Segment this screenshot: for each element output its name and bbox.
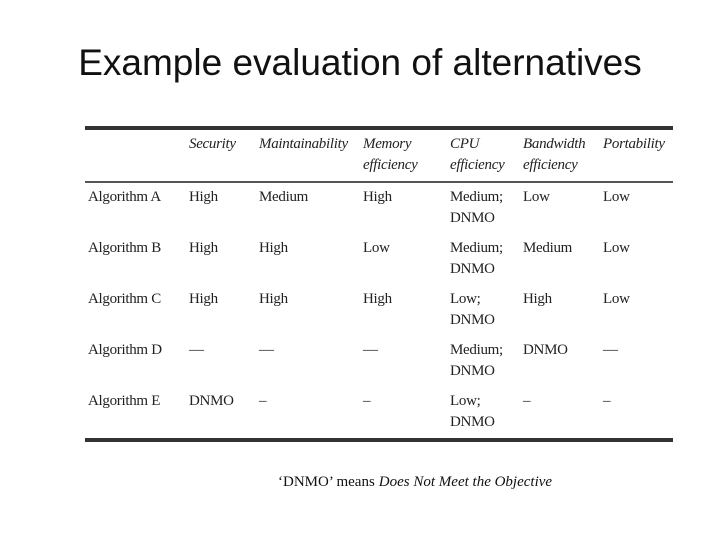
row-name: Algorithm B — [88, 240, 161, 256]
footnote-emphasis: Does Not Meet the Objective — [378, 474, 553, 490]
table-cell: High — [259, 240, 288, 256]
row-name: Algorithm C — [88, 291, 161, 307]
table-cell: — — [603, 342, 618, 358]
table-row: Algorithm E DNMO – – Low; DNMO – – — [85, 387, 673, 440]
column-header: CPU efficiency — [450, 136, 505, 173]
row-name: Algorithm A — [88, 189, 161, 205]
table-cell: Medium — [523, 240, 573, 256]
table-cell: – — [363, 393, 371, 409]
row-name: Algorithm E — [88, 393, 161, 409]
table-cell: – — [603, 393, 611, 409]
table-cell: High — [189, 291, 218, 307]
table-cell: – — [259, 393, 267, 409]
column-header: Maintainability — [259, 136, 348, 152]
table-cell: Medium — [259, 189, 309, 205]
table-cell: Low — [603, 189, 630, 205]
column-header: Memory efficiency — [363, 136, 418, 173]
header-row: Security Maintainability Memory efficiency… — [85, 128, 673, 182]
table-row: Algorithm B High High Low Medium; DNMO Medium… — [85, 234, 673, 285]
table-row: Algorithm C High High High Low; DNMO High Low — [85, 285, 673, 336]
table-cell: Low — [523, 189, 550, 205]
table-cell: Low; DNMO — [450, 393, 495, 430]
table-cell: Low — [363, 240, 390, 256]
table-cell: Low; DNMO — [450, 291, 495, 328]
footnote-prefix: ‘DNMO’ means — [278, 474, 375, 490]
table-row: Algorithm D — — — Medium; DNMO DNMO — — [85, 336, 673, 387]
table-cell: High — [363, 291, 392, 307]
table-cell: Medium; DNMO — [450, 342, 503, 379]
column-header: Security — [189, 136, 236, 152]
table-cell: DNMO — [523, 342, 568, 358]
table-cell: — — [363, 342, 378, 358]
column-header: Bandwidth efficiency — [523, 136, 586, 173]
row-name: Algorithm D — [88, 342, 162, 358]
table-cell: Medium; DNMO — [450, 240, 503, 277]
table-cell: DNMO — [189, 393, 234, 409]
table-cell: – — [523, 393, 531, 409]
table-cell: Low — [603, 240, 630, 256]
table-cell: Medium; DNMO — [450, 189, 503, 226]
footnote: ‘DNMO’ means Does Not Meet the Objective — [278, 474, 552, 491]
evaluation-table: Security Maintainability Memory efficiency… — [85, 126, 673, 442]
table-cell: High — [189, 189, 218, 205]
table-cell: Low — [603, 291, 630, 307]
table-cell: High — [363, 189, 392, 205]
table-row: Algorithm A High Medium High Medium; DNMO Low… — [85, 182, 673, 234]
corner-cell — [85, 128, 186, 182]
table-cell: High — [189, 240, 218, 256]
table-cell: High — [523, 291, 552, 307]
table-cell: — — [189, 342, 204, 358]
slide-title: Example evaluation of alternatives — [78, 42, 642, 83]
column-header: Portability — [603, 136, 665, 152]
table-cell: High — [259, 291, 288, 307]
table-cell: — — [259, 342, 274, 358]
